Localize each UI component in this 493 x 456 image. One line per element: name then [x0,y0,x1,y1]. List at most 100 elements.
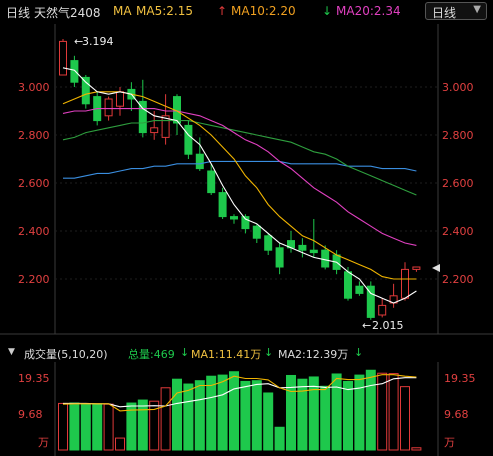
candle [412,266,421,270]
candle [230,216,238,220]
price-tick-right: 2.600 [442,177,474,190]
candle [138,100,147,134]
price-tick-labels: 3.000 3.000 2.800 2.800 2.600 2.600 2.400 2.400… [18,81,474,286]
volume-bar [149,400,160,451]
volume-bar [80,403,91,451]
candle [104,98,113,117]
volume-bar [411,447,422,451]
volume-header: ▼ 成交量(5,10,20) 总量:469 ↓ MA1:11.41万 ↓ MA2… [0,342,493,362]
price-tick-right: 2.400 [442,225,474,238]
candle [309,249,318,254]
volume-bar [160,387,171,451]
ma120-line [63,160,417,179]
volume-bars [58,369,422,451]
candle [150,127,159,134]
volume-tick-left: 9.68 [18,408,43,421]
candle [241,216,250,230]
chevron-down-icon: ▼ [473,4,481,15]
volume-tick-right: 万 [444,436,455,449]
candle [344,271,352,299]
volume-bar [286,374,296,451]
volume-bar [240,380,251,451]
price-tick-left: 3.000 [18,81,50,94]
volume-bar [274,426,285,451]
volume-tick-right: 19.35 [444,372,476,385]
price-tick-left: 2.200 [18,273,50,286]
candle [366,285,375,318]
volume-bar [183,383,194,451]
candle [81,76,90,105]
volume-ma2: MA2:12.39万 [278,348,349,361]
volume-tick-left: 万 [38,436,49,449]
period-selector-button[interactable]: 日线 ▼ [425,2,487,20]
low-annotation: ← 2.015 [362,319,404,332]
period-selector-label: 日线 [432,6,457,20]
volume-bar [263,392,274,451]
instrument-name: 天然气2408 [34,6,101,20]
ma-label: MA [113,4,132,18]
volume-bar [297,378,308,451]
volume-ma1: MA1:11.41万 [191,348,262,361]
price-tick-left: 2.800 [18,129,50,142]
volume-ma-lines [62,374,417,412]
arrow-up-icon: ↑ [217,4,228,18]
price-tick-right: 2.200 [442,273,474,286]
volume-total: 总量:469 [128,348,175,361]
volume-bar [331,373,342,451]
candle [275,247,284,268]
volume-bar [126,402,137,451]
ma5-line [62,67,417,304]
volume-bar [194,380,205,451]
volume-bar [251,380,262,451]
volume-ma2-line [63,377,417,408]
candle [161,115,170,138]
volume-bar [137,399,148,451]
volume-bar [343,380,353,451]
candle [298,244,307,251]
candle [252,225,261,239]
ma-lines [62,67,417,304]
current-price-marker-icon [432,264,440,272]
candle [401,268,409,299]
ma10-line [62,91,417,280]
candle [184,124,193,155]
volume-bar [388,373,399,451]
price-tick-left: 2.400 [18,225,50,238]
candle [218,192,227,218]
volume-bar [172,378,182,451]
collapse-icon[interactable]: ▼ [8,347,15,357]
low-value: 2.015 [372,319,404,332]
candle [195,153,204,170]
volume-bar [58,402,68,451]
svg-text:←: ← [74,35,83,48]
price-tick-left: 2.600 [18,177,50,190]
candle [264,235,273,251]
volume-bar [308,376,319,451]
chart-header: 日线 天然气2408 MA MA5:2.15 ↑ MA10:2.20 ↓ MA2… [0,0,493,22]
ma20-value: MA20:2.34 [336,4,401,18]
volume-bar [320,385,331,451]
arrow-down-icon: ↓ [180,346,190,359]
volume-bar [115,437,125,451]
volume-bar [354,374,365,451]
ma20-line [62,108,417,246]
candle [207,170,216,194]
volume-bar [229,371,239,451]
volume-bar [365,369,376,451]
ma10-value: MA10:2.20 [231,4,296,18]
volume-bar [92,403,103,451]
period-label: 日线 [6,6,31,20]
arrow-down-icon: ↓ [322,4,333,18]
ma5-value: MA5:2.15 [136,4,193,18]
grid [55,86,438,280]
volume-bar [69,402,80,451]
price-tick-right: 3.000 [442,81,474,94]
volume-ma1-line [62,374,417,412]
volume-bar [206,375,217,451]
candle [70,60,79,83]
volume-bar [377,372,388,451]
volume-tick-left: 19.35 [18,372,50,385]
volume-title: 成交量(5,10,20) [24,348,108,361]
candle [59,40,67,76]
